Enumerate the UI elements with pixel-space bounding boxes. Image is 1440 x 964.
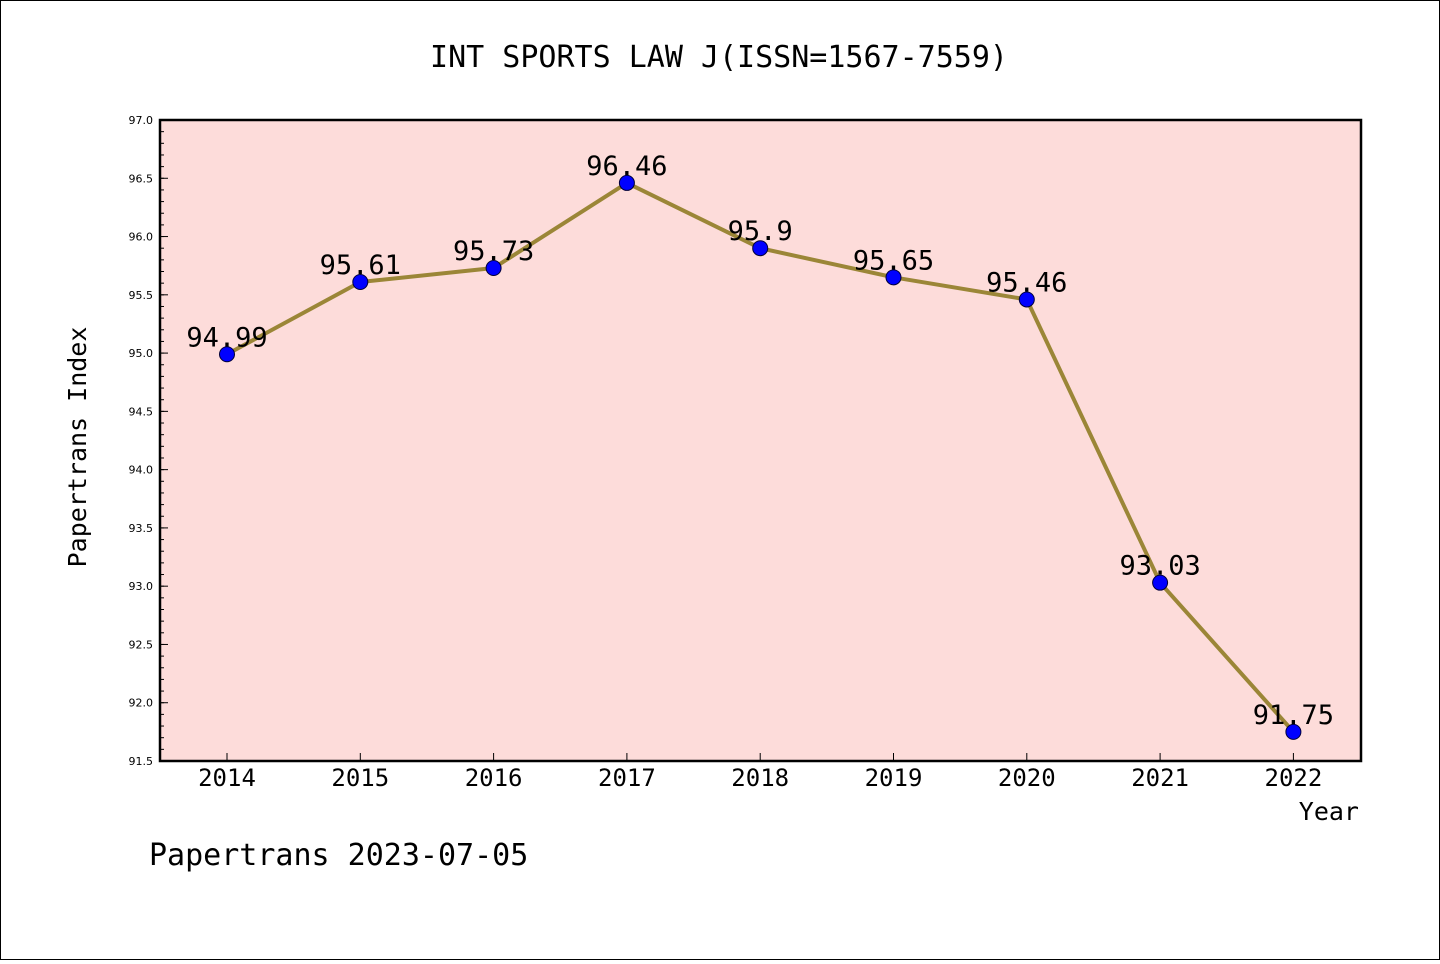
data-point (1018, 291, 1035, 308)
data-point (219, 346, 235, 363)
data-label: 94.99 (186, 322, 267, 353)
data-label: 95.65 (853, 245, 934, 276)
data-labels-group: 94.99 95.61 95.73 96.46 95.9 95.65 95.46 93.03 9… (186, 151, 1334, 731)
x-tick-label: 2014 (198, 764, 256, 792)
x-tick-label: 2021 (1131, 764, 1189, 792)
data-point (1285, 723, 1302, 740)
plot-area (160, 120, 1361, 761)
data-label: 93.03 (1119, 551, 1200, 582)
data-label: 96.46 (586, 151, 667, 182)
y-tick-label: 92.5 (129, 638, 154, 651)
y-axis: 91.5 92.0 92.5 93.0 93.5 94.0 94.5 95.0 95.5 96.0… (129, 114, 168, 768)
data-label: 95.9 (728, 216, 793, 247)
x-tick-label: 2022 (1265, 764, 1323, 792)
x-tick-label: 2020 (998, 764, 1056, 792)
x-tick-label: 2016 (465, 764, 523, 792)
chart-title: INT SPORTS LAW J(ISSN=1567-7559) (430, 40, 1008, 75)
data-label: 95.61 (320, 250, 401, 281)
y-tick-label: 92.0 (129, 697, 154, 710)
footer-note: Papertrans 2023-07-05 (149, 838, 528, 873)
y-tick-label: 95.0 (129, 347, 154, 360)
plot-border (158, 118, 1363, 763)
data-point (352, 273, 369, 290)
x-axis: 2014 2015 2016 2017 2018 2019 2020 2021 2022 (198, 753, 1322, 792)
data-point (885, 269, 902, 286)
x-tick-label: 2019 (865, 764, 923, 792)
data-label: 91.75 (1253, 700, 1334, 731)
y-tick-label: 91.5 (129, 755, 154, 768)
y-tick-label: 96.5 (129, 172, 154, 185)
data-point (752, 240, 769, 257)
y-tick-label: 94.5 (129, 405, 154, 418)
data-label: 95.73 (453, 236, 534, 267)
data-point (618, 174, 635, 191)
y-tick-label: 95.5 (129, 289, 154, 302)
data-point (485, 260, 502, 277)
y-axis-label: Papertrans Index (63, 327, 92, 568)
data-point (1152, 574, 1169, 591)
y-tick-label: 93.0 (129, 580, 154, 593)
series-group (219, 174, 1302, 740)
y-tick-label: 93.5 (129, 522, 154, 535)
y-tick-label: 97.0 (129, 114, 154, 127)
y-tick-label: 96.0 (129, 231, 154, 244)
data-label: 95.46 (986, 267, 1067, 298)
y-tick-label: 94.0 (129, 464, 154, 477)
x-tick-label: 2015 (331, 764, 389, 792)
x-tick-label: 2017 (598, 764, 656, 792)
x-tick-label: 2018 (731, 764, 789, 792)
x-axis-label: Year (1299, 797, 1359, 826)
